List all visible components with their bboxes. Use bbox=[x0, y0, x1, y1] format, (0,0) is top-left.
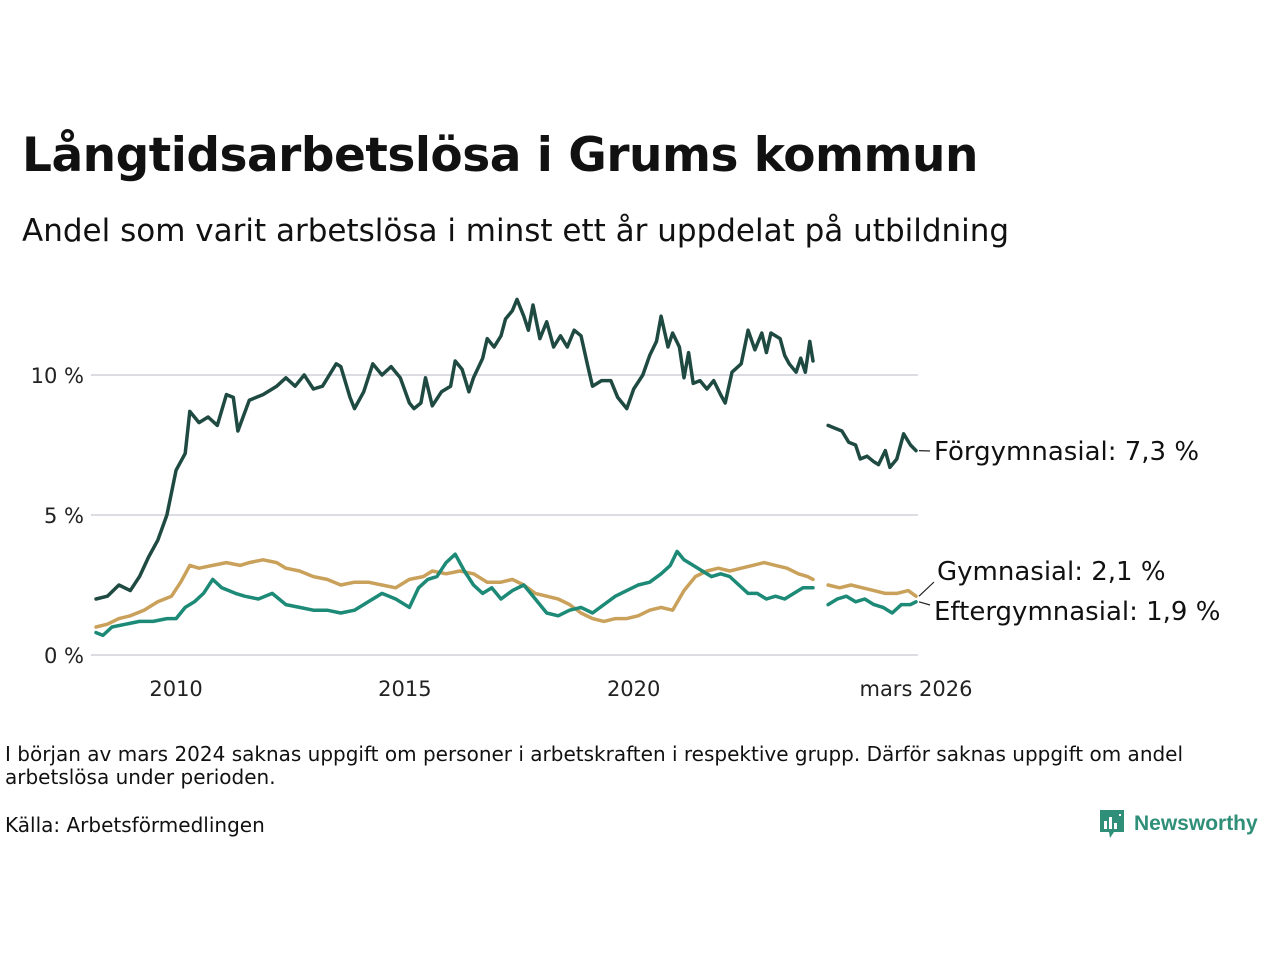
label-leader-line bbox=[918, 601, 931, 606]
series-line-gymnasial bbox=[94, 558, 815, 629]
source-credit: Källa: Arbetsförmedlingen bbox=[5, 813, 265, 837]
x-tick-label: 2015 bbox=[378, 677, 431, 701]
axis-ticks: 0 % 5 % 10 % 2010 2015 2020 mars 2026 bbox=[31, 364, 973, 701]
series-line-eftergymnasial bbox=[826, 594, 918, 615]
y-tick-label: 5 % bbox=[44, 504, 84, 528]
x-tick-label: 2020 bbox=[607, 677, 660, 701]
series-lines bbox=[94, 297, 918, 638]
label-leader-line bbox=[918, 581, 935, 597]
x-tick-label: mars 2026 bbox=[859, 677, 972, 701]
gridlines bbox=[91, 374, 918, 656]
bar-chart-icon bbox=[1100, 810, 1124, 838]
y-tick-label: 10 % bbox=[31, 364, 84, 388]
chart-subtitle: Andel som varit arbetslösa i minst ett å… bbox=[22, 213, 1010, 249]
y-tick-label: 0 % bbox=[44, 644, 84, 668]
series-end-label-eftergymnasial: Eftergymnasial: 1,9 % bbox=[934, 597, 1220, 627]
series-end-label-förgymnasial: Förgymnasial: 7,3 % bbox=[934, 437, 1199, 467]
logo-text: Newsworthy bbox=[1134, 812, 1258, 835]
newsworthy-logo[interactable]: Newsworthy bbox=[1098, 808, 1258, 840]
x-tick-label: 2010 bbox=[149, 677, 202, 701]
chart-title: Långtidsarbetslösa i Grums kommun bbox=[22, 128, 978, 183]
series-end-label-gymnasial: Gymnasial: 2,1 % bbox=[937, 557, 1166, 587]
series-end-labels: Förgymnasial: 7,3 % Gymnasial: 2,1 % Efter… bbox=[918, 437, 1220, 627]
series-line-förgymnasial bbox=[826, 423, 918, 470]
series-line-eftergymnasial bbox=[94, 549, 815, 638]
footnote: I början av mars 2024 saknas uppgift om … bbox=[5, 742, 1184, 789]
series-line-förgymnasial bbox=[94, 297, 815, 601]
series-line-gymnasial bbox=[826, 583, 918, 598]
